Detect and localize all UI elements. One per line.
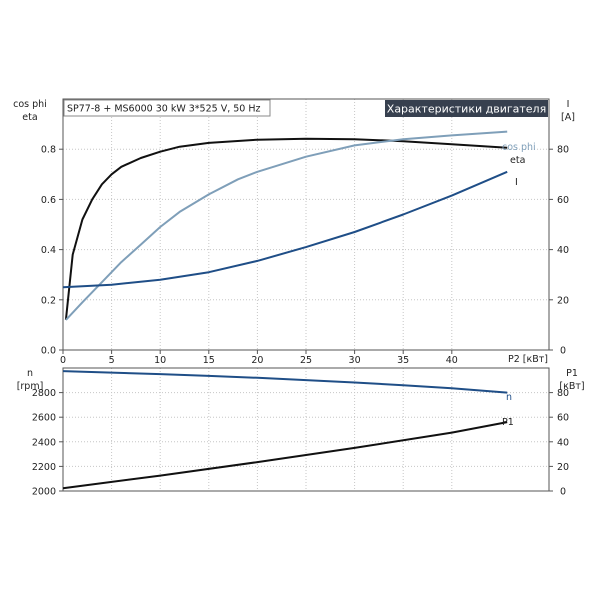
title-box (385, 100, 548, 117)
top-ytick-left-label-0: 0.0 (41, 346, 56, 357)
top-left-axis-label-2: eta (22, 112, 37, 123)
top-ytick-right-label-3: 60 (557, 195, 569, 206)
bottom-ytick-left-label-0: 2000 (32, 487, 56, 498)
top-ytick-right-label-2: 40 (557, 245, 569, 256)
top-right-axis-label-2: [A] (561, 112, 575, 123)
series-label-p1: P1 (502, 417, 514, 428)
top-x-axis-label: P2 [кВт] (508, 354, 548, 365)
bottom-ytick-right-label-4: 80 (557, 388, 569, 399)
bottom-ytick-left-label-3: 2600 (32, 413, 56, 424)
top-xtick-label-20: 20 (251, 355, 263, 366)
top-xtick-label-40: 40 (446, 355, 458, 366)
bottom-ytick-right-label-3: 60 (557, 413, 569, 424)
top-panel: 0 5 10 15 20 25 30 35 40 0.0 0.2 0.4 0.6 0.8 0 20 40 60 80… (13, 98, 575, 366)
bottom-right-axis-label-1: P1 (566, 368, 578, 379)
bottom-ytick-left-label-4: 2800 (32, 388, 56, 399)
bottom-ticks: 2000 2200 2400 2600 2800 0 20 40 60 80 (32, 388, 569, 497)
top-grid (63, 99, 549, 350)
info-label: SP77-8 + MS6000 30 kW 3*525 V, 50 Hz (67, 104, 261, 115)
series-label-eta: eta (510, 155, 525, 166)
chart-title: Характеристики двигателя (387, 103, 546, 116)
top-ytick-left-label-1: 0.2 (41, 295, 56, 306)
top-xtick-label-15: 15 (203, 355, 215, 366)
top-ytick-right-label-1: 20 (557, 295, 569, 306)
top-xtick-label-25: 25 (300, 355, 312, 366)
bottom-left-axis-label-2: [rpm] (17, 381, 44, 392)
bottom-right-axis-label-2: [кВт] (559, 381, 584, 392)
top-ytick-right-label-0: 0 (560, 346, 566, 357)
bottom-ytick-right-label-2: 40 (557, 437, 569, 448)
top-xtick-label-35: 35 (397, 355, 409, 366)
bottom-ytick-left-label-2: 2400 (32, 437, 56, 448)
top-right-axis-label-1: I (567, 99, 570, 110)
top-left-axis-label-1: cos phi (13, 99, 47, 110)
series-label-speed: n (506, 392, 512, 403)
bottom-ytick-right-label-0: 0 (560, 487, 566, 498)
bottom-series (62, 370, 508, 490)
top-xtick-label-30: 30 (349, 355, 361, 366)
series-line-eta (64, 137, 508, 321)
bottom-grid (63, 368, 549, 491)
bottom-ytick-right-label-1: 20 (557, 462, 569, 473)
top-ytick-right-label-4: 80 (557, 145, 569, 156)
series-label-current: I (515, 177, 518, 188)
top-ytick-left-label-4: 0.8 (41, 145, 56, 156)
bottom-left-axis-label-1: n (27, 368, 33, 379)
series-line-current (62, 170, 508, 289)
top-series (62, 130, 508, 321)
top-xtick-label-0: 0 (60, 355, 66, 366)
series-line-cosphi (65, 130, 508, 321)
top-xtick-label-10: 10 (154, 355, 166, 366)
bottom-plot-frame (62, 367, 550, 492)
top-ticks: 0 5 10 15 20 25 30 35 40 0.0 0.2 0.4 0.6 0.8 0 20 40 60 80 (41, 145, 569, 366)
top-ytick-left-label-2: 0.4 (41, 245, 56, 256)
series-label-cosphi: cos phi (502, 142, 536, 153)
info-label-box (63, 99, 271, 117)
bottom-panel: 2000 2200 2400 2600 2800 0 20 40 60 80 n [rpm] P1… (17, 367, 585, 498)
series-line-speed (62, 370, 508, 394)
top-ytick-left-label-3: 0.6 (41, 195, 56, 206)
top-xtick-label-5: 5 (109, 355, 115, 366)
bottom-ytick-left-label-1: 2200 (32, 462, 56, 473)
series-line-p1 (62, 421, 508, 490)
